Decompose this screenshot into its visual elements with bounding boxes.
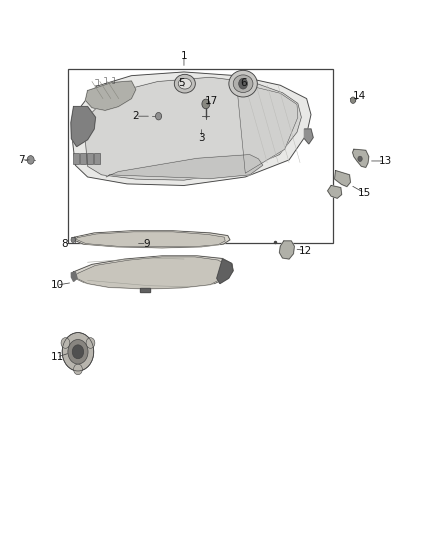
Polygon shape xyxy=(85,77,301,180)
Ellipse shape xyxy=(233,75,253,93)
Text: 14: 14 xyxy=(353,91,366,101)
Bar xyxy=(87,153,93,164)
Bar xyxy=(68,69,333,243)
Text: 5: 5 xyxy=(178,78,185,87)
Circle shape xyxy=(202,99,210,109)
Text: 6: 6 xyxy=(240,78,247,87)
Circle shape xyxy=(27,156,34,164)
Bar xyxy=(73,153,79,164)
Polygon shape xyxy=(279,241,294,259)
Circle shape xyxy=(86,338,95,349)
Circle shape xyxy=(239,78,247,89)
Circle shape xyxy=(71,237,75,243)
Circle shape xyxy=(62,333,94,371)
Polygon shape xyxy=(328,185,342,198)
Text: 15: 15 xyxy=(358,188,371,198)
Polygon shape xyxy=(71,256,233,288)
Text: 3: 3 xyxy=(198,133,205,142)
Polygon shape xyxy=(72,72,311,185)
Polygon shape xyxy=(335,171,350,187)
Polygon shape xyxy=(237,83,298,173)
Polygon shape xyxy=(85,81,136,110)
Bar xyxy=(80,153,86,164)
Circle shape xyxy=(72,345,84,359)
Polygon shape xyxy=(72,231,230,248)
Text: 9: 9 xyxy=(143,239,150,248)
Polygon shape xyxy=(304,129,313,144)
Polygon shape xyxy=(76,232,225,247)
Circle shape xyxy=(350,97,356,103)
Polygon shape xyxy=(106,155,263,179)
Ellipse shape xyxy=(229,70,258,97)
Circle shape xyxy=(74,364,82,375)
Text: 2: 2 xyxy=(132,111,139,121)
Circle shape xyxy=(61,338,70,349)
Text: 1: 1 xyxy=(180,51,187,61)
Circle shape xyxy=(68,340,88,364)
Text: 7: 7 xyxy=(18,155,25,165)
Bar xyxy=(94,153,100,164)
Ellipse shape xyxy=(174,75,195,93)
Text: 12: 12 xyxy=(299,246,312,255)
Polygon shape xyxy=(353,149,369,167)
Text: 11: 11 xyxy=(50,352,64,362)
Text: 13: 13 xyxy=(379,156,392,166)
Text: 17: 17 xyxy=(205,96,218,106)
Polygon shape xyxy=(140,288,150,292)
Polygon shape xyxy=(71,107,95,147)
Polygon shape xyxy=(217,259,233,284)
Ellipse shape xyxy=(178,78,191,89)
Polygon shape xyxy=(71,272,77,281)
Polygon shape xyxy=(75,257,228,289)
Text: 10: 10 xyxy=(50,280,64,290)
Circle shape xyxy=(155,112,162,120)
Text: 8: 8 xyxy=(61,239,68,248)
Circle shape xyxy=(358,156,362,161)
